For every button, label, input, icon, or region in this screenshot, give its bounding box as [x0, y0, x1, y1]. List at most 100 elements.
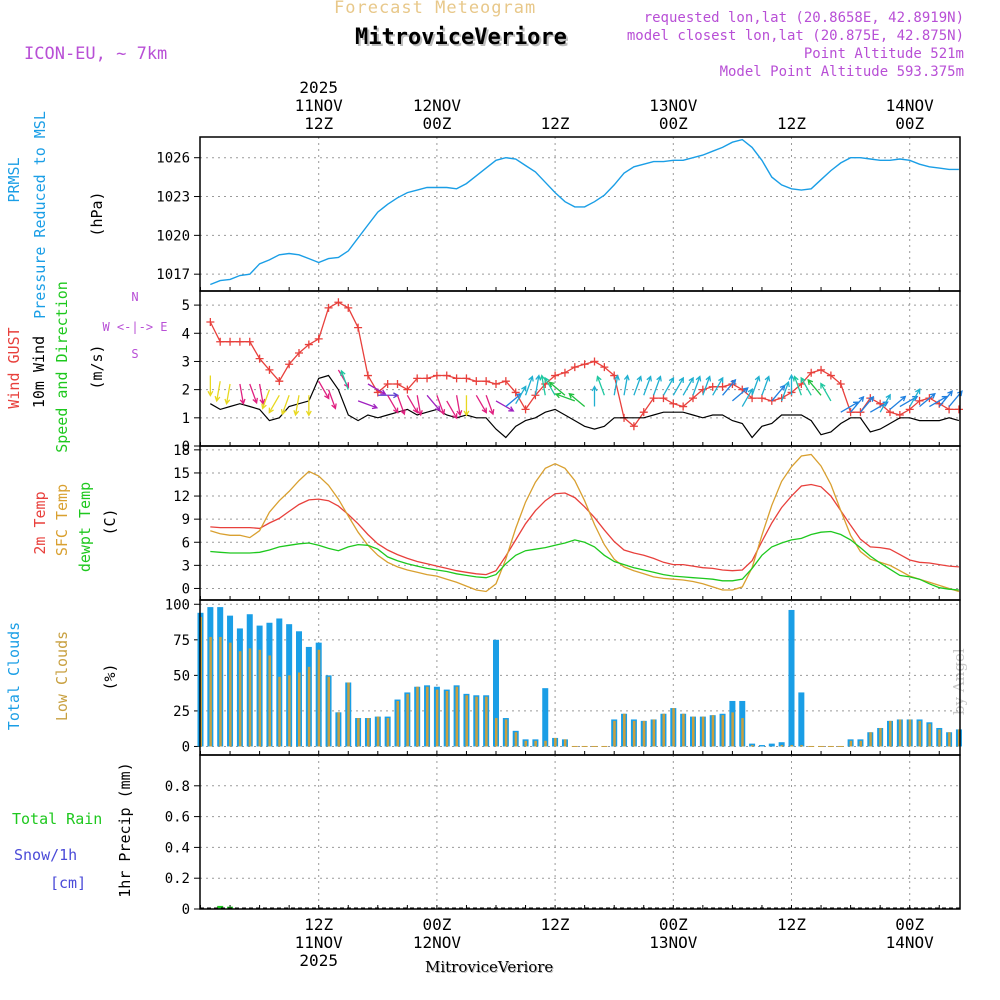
- y-tick-label: 0.6: [165, 810, 190, 826]
- total-rain-label: Total Rain: [12, 810, 102, 828]
- y-tick-label: 1: [182, 411, 190, 427]
- low-cloud-bar: [563, 739, 567, 747]
- low-cloud-bar: [416, 686, 419, 747]
- y-tick-label: 2: [182, 383, 190, 399]
- wind-gust-marker: [689, 394, 697, 403]
- wind-gust-marker: [413, 374, 422, 383]
- wind-direction-arrow: [515, 385, 527, 405]
- low-cloud-bar: [662, 713, 665, 747]
- wind-direction-arrow: [539, 374, 546, 396]
- wind-direction-arrow: [416, 395, 423, 417]
- wind-gust-marker: [344, 303, 353, 312]
- requested-coords: requested lon,lat (20.8658E, 42.8919N): [643, 10, 964, 26]
- low-cloud-bar: [652, 719, 656, 747]
- wind-direction-arrow: [702, 375, 712, 396]
- bottom-time-label: 00Z: [422, 915, 451, 934]
- bottom-time-label: 12Z: [541, 915, 570, 934]
- wind-direction-arrow: [455, 395, 463, 417]
- y-tick-label: 0.2: [165, 871, 190, 887]
- wind-gust-marker: [363, 371, 372, 380]
- total-cloud-bar: [788, 609, 795, 747]
- wind-gust-marker: [580, 360, 589, 369]
- y-tick-label: 4: [182, 326, 190, 342]
- low-cloud-bar: [504, 719, 508, 747]
- low-cloud-bar: [889, 720, 892, 747]
- wind-direction-arrow: [396, 395, 406, 416]
- wind-gust-marker: [245, 337, 254, 346]
- wind-direction-arrow: [239, 383, 246, 406]
- wind-direction-arrow: [224, 383, 231, 406]
- wind-gust-marker: [216, 337, 225, 346]
- low-cloud-bar: [347, 682, 350, 747]
- bottom-time-label: 14NOV: [886, 933, 935, 952]
- y-tick-label: 1026: [156, 151, 190, 167]
- wind-gust-marker: [206, 318, 215, 326]
- wind-gust-marker: [905, 405, 914, 414]
- wind-direction-arrow: [919, 392, 936, 408]
- wind-gust-marker: [423, 374, 432, 383]
- wind-gust-marker: [659, 394, 668, 403]
- wind-gust-marker: [551, 371, 560, 380]
- wind-gust-marker: [295, 349, 303, 357]
- wind-gust-marker: [915, 396, 924, 405]
- panel-border: [199, 599, 961, 756]
- wind-direction-arrow: [268, 394, 280, 414]
- wind-direction-arrow: [505, 392, 523, 408]
- wind-gust-marker: [669, 399, 678, 408]
- low-cloud-bar: [859, 740, 862, 747]
- wind-gust-marker: [492, 380, 500, 388]
- wind-direction-arrow: [305, 395, 312, 417]
- panel-5: 0 0.2 0.4 0.6 0.8: [165, 754, 961, 918]
- wind-gust-marker: [757, 394, 766, 403]
- low-cloud-bar: [357, 718, 360, 747]
- wind-direction-arrow: [436, 395, 446, 416]
- wind-gust-marker: [403, 385, 412, 394]
- wind-gust-marker: [807, 368, 816, 377]
- wind-gust-marker: [954, 405, 963, 414]
- wind-gust-marker: [846, 408, 855, 417]
- wind-gust-marker: [334, 298, 343, 307]
- wind-gust-marker: [639, 408, 648, 417]
- low-cloud-bar: [751, 745, 754, 747]
- wind-direction-arrow: [879, 393, 891, 413]
- low-cloud-bar: [406, 693, 409, 747]
- low-cloud-bar: [514, 732, 518, 747]
- wind-direction-arrow: [318, 380, 330, 400]
- wind-gust-marker: [393, 380, 402, 388]
- wind-direction-arrow: [781, 380, 790, 402]
- wind-direction-arrow: [807, 378, 822, 396]
- precip-unit-label: 1hr Precip (mm): [116, 762, 134, 897]
- model-label: ICON-EU, ~ 7km: [24, 44, 168, 64]
- low-cloud-bar: [849, 740, 853, 747]
- low-cloud-bar: [928, 723, 931, 747]
- y-tick-label: 15: [173, 466, 190, 482]
- wind-direction-arrow: [820, 382, 832, 402]
- y-tick-label: 1020: [156, 228, 190, 244]
- wind-direction-arrow: [387, 394, 399, 414]
- top-time-label: 12Z: [304, 114, 333, 133]
- low-cloud-bar: [495, 718, 498, 747]
- wind-direction-arrow: [261, 389, 271, 410]
- panel-1: 1017 1020 1023 1026: [156, 136, 961, 292]
- sfc-temp-line: [210, 453, 960, 593]
- top-time-label: 00Z: [895, 114, 924, 133]
- wind-direction-arrow: [761, 375, 771, 396]
- snow-label: Snow/1h: [14, 846, 77, 864]
- y-tick-label: 0: [182, 739, 190, 755]
- wind-gust-marker: [817, 365, 826, 374]
- point-altitude: Point Altitude 521m: [803, 46, 964, 62]
- low-cloud-bar: [238, 651, 242, 747]
- wind-direction-arrow: [426, 394, 441, 412]
- wind-direction-arrow: [662, 376, 675, 396]
- low-cloud-bar: [711, 715, 715, 747]
- wind-gust-marker: [235, 337, 244, 346]
- wind-direction-arrow: [207, 375, 214, 397]
- y-tick-label: 25: [173, 704, 190, 720]
- wind-direction-arrow: [214, 381, 221, 403]
- wind-direction-arrow: [293, 395, 300, 417]
- top-time-label: 2025: [299, 78, 338, 97]
- low-cloud-bar: [948, 732, 951, 747]
- wind-direction-arrow: [938, 390, 953, 407]
- low-cloud-bar: [229, 642, 232, 747]
- wind-gust-marker: [275, 377, 284, 386]
